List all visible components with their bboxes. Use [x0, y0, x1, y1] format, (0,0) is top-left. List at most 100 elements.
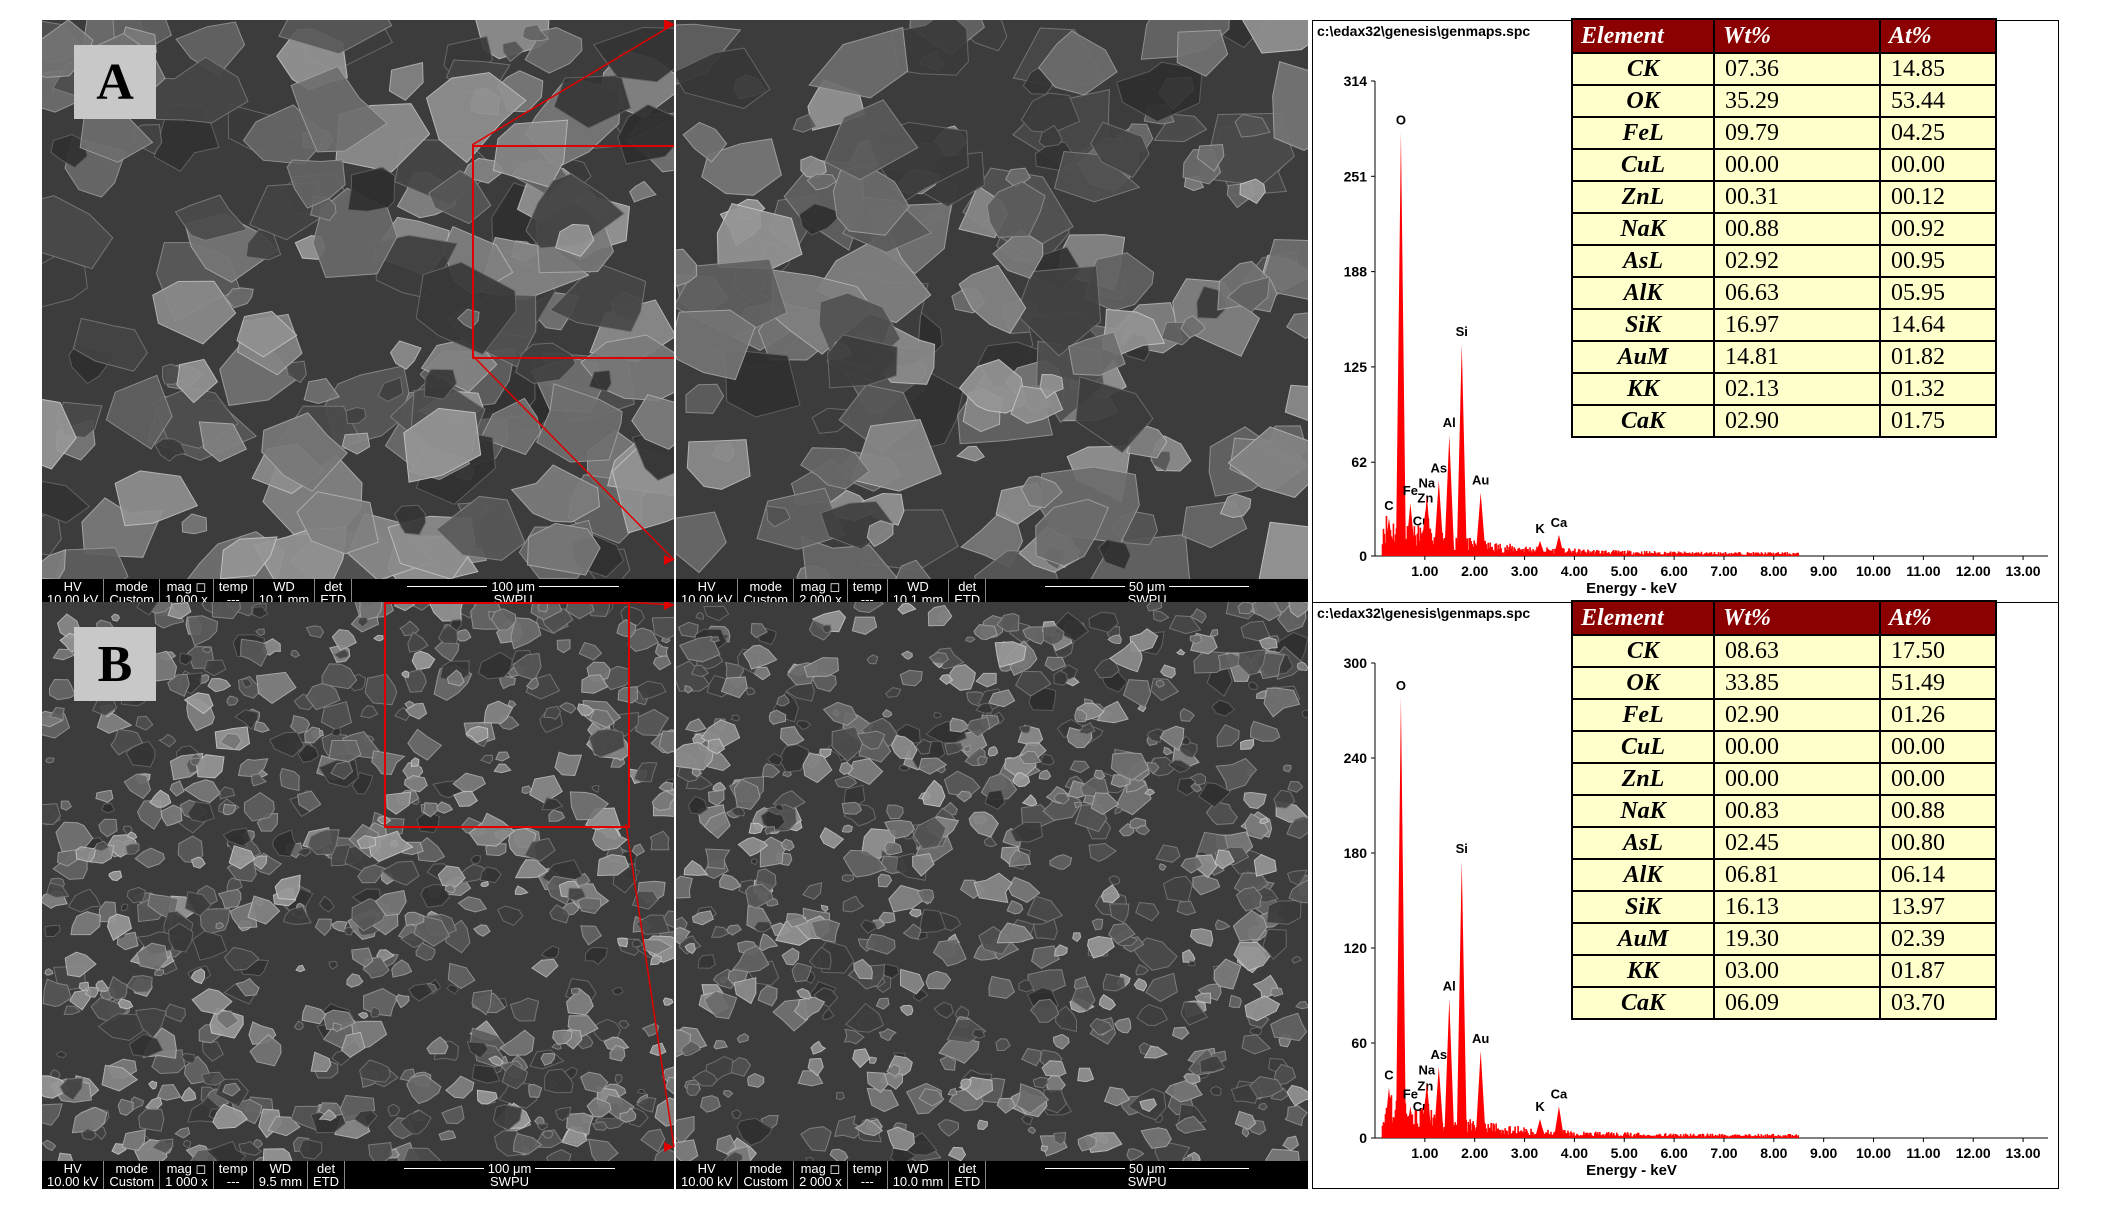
sem-grain — [1052, 1033, 1070, 1050]
x-tick-label: 12.00 — [1956, 1145, 1991, 1161]
sem-grain — [543, 705, 562, 720]
sem-grain — [207, 677, 232, 693]
at-cell: 00.12 — [1879, 180, 1997, 214]
sem-grain — [279, 767, 300, 792]
sem-grain — [393, 504, 427, 536]
sem-grain — [866, 654, 879, 665]
sem-grain — [898, 764, 911, 772]
at-cell: 00.92 — [1879, 212, 1997, 246]
sem-grain — [882, 709, 893, 718]
sem-grain — [105, 374, 173, 450]
sem-grain — [1295, 1000, 1308, 1010]
table-row: AsL 02.92 00.95 — [1571, 244, 1997, 278]
sem-grain — [581, 674, 609, 694]
sem-grain — [1180, 315, 1206, 339]
sem-grain — [649, 830, 670, 851]
sem-grain — [42, 1139, 57, 1152]
sem-grain — [841, 801, 863, 815]
sem-grain — [757, 985, 778, 1007]
sem-grain — [408, 983, 434, 1002]
sem-grain — [201, 1041, 224, 1062]
sem-grain — [290, 1105, 320, 1131]
sem-grain — [1129, 817, 1147, 830]
sem-grain — [640, 1128, 666, 1153]
table-header: Wt% — [1713, 600, 1881, 636]
sem-grain — [791, 962, 813, 983]
x-tick-label: 2.00 — [1461, 1145, 1488, 1161]
scale-line-right — [1169, 586, 1250, 587]
sem-grain — [1189, 608, 1207, 624]
sem-grain — [488, 1055, 504, 1067]
sem-grain — [1282, 1135, 1299, 1152]
sem-grain — [703, 605, 730, 622]
sem-grain — [975, 702, 994, 714]
sem-grain — [710, 926, 730, 938]
sem-info-label: det — [324, 579, 343, 594]
table-header: Wt% — [1713, 18, 1881, 54]
sem-grain — [542, 1130, 554, 1139]
at-cell: 01.75 — [1879, 404, 1997, 438]
sem-grain — [939, 673, 954, 686]
sem-grain — [465, 725, 489, 743]
sem-grain — [842, 849, 888, 878]
sem-scale-bar: 100 μm SWPU — [345, 1161, 674, 1189]
sem-grain — [212, 1103, 248, 1130]
sem-grain — [120, 903, 129, 912]
sem-info-label: WD — [907, 579, 929, 594]
sem-grain — [405, 702, 428, 720]
sem-grain — [819, 748, 833, 759]
sem-grain — [1233, 941, 1272, 972]
sem-grain — [286, 159, 346, 209]
sem-grain — [1159, 725, 1185, 752]
sem-grain — [181, 513, 208, 535]
sem-info-bar: HV 10.00 kV mode Custom mag ◻ 2 000 x temp --- W… — [676, 1161, 1308, 1189]
sem-grain — [1038, 30, 1118, 96]
sem-grain — [832, 165, 910, 236]
sem-grain — [885, 687, 902, 698]
sem-grain — [1296, 661, 1308, 672]
sem-grain — [1172, 1026, 1190, 1040]
sem-grain — [637, 1088, 647, 1095]
peak-label: Si — [1456, 324, 1468, 339]
sem-grain — [228, 845, 256, 870]
sem-grain — [897, 602, 917, 615]
sem-grain — [290, 65, 388, 153]
sem-grain — [1237, 649, 1267, 676]
sem-grain — [1071, 985, 1096, 1012]
sem-grain — [499, 1029, 535, 1056]
peak-label: As — [1430, 1047, 1447, 1062]
sem-grain — [1089, 1017, 1114, 1036]
sem-grain — [444, 883, 456, 894]
sem-info-label: WD — [907, 1161, 929, 1176]
sem-grain — [820, 904, 829, 913]
table-row: AuM 14.81 01.82 — [1571, 340, 1997, 374]
sem-grain — [866, 933, 896, 955]
sem-grain — [149, 789, 172, 808]
sem-info-label: temp — [218, 579, 248, 594]
sem-info-label: mode — [115, 579, 148, 594]
sem-grain — [1241, 20, 1308, 54]
sem-grain — [701, 138, 782, 196]
y-tick-label: 251 — [1344, 168, 1368, 184]
sem-grain — [158, 733, 177, 748]
x-tick-label: 5.00 — [1611, 563, 1638, 579]
sem-info-label: HV — [697, 579, 716, 594]
peak-label: Au — [1472, 1031, 1489, 1046]
sem-grain — [1235, 886, 1263, 912]
sem-grain — [540, 945, 560, 959]
sem-info-label: mode — [749, 1161, 782, 1176]
sem-grain — [521, 23, 550, 42]
sem-grain — [295, 964, 306, 973]
sem-grain — [42, 803, 61, 826]
sem-grain — [592, 825, 628, 852]
element-cell: SiK — [1571, 308, 1715, 342]
sem-grain — [806, 173, 837, 191]
sem-grain — [238, 1140, 263, 1156]
peak-label: Si — [1456, 841, 1468, 856]
sem-grain — [492, 1104, 523, 1131]
sem-grain — [589, 708, 616, 729]
x-tick-label: 10.00 — [1856, 1145, 1891, 1161]
sem-grain — [253, 721, 271, 733]
sem-grain — [521, 785, 533, 795]
sem-grain — [345, 406, 367, 425]
